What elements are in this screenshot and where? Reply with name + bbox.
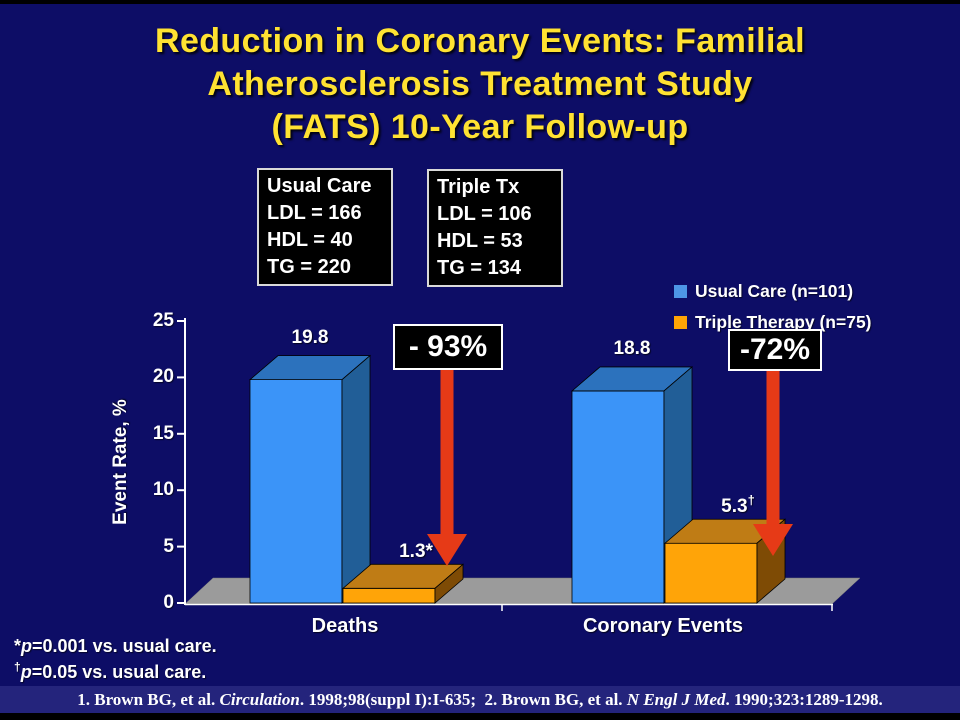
footnote-2-p: p [20,662,32,682]
footnote-1-p: p [21,636,33,656]
footnote-2-marker: † [14,660,21,674]
footnote-p-0-05: †p=0.05 vs. usual care. [14,660,206,683]
category-label-deaths: Deaths [311,615,379,637]
triple-tx-tg: TG = 134 [437,257,521,279]
footnote-p-0-001: *p=0.001 vs. usual care. [14,636,217,657]
top-border-strip [0,0,960,4]
triple-tx-box-title: Triple Tx [437,176,520,198]
usual-care-hdl: HDL = 40 [267,229,353,251]
bar-value-text: 19.8 [291,326,329,348]
legend-label-triple-therapy: Triple Therapy (n=75) [695,312,872,332]
title-line-3: (FATS) 10-Year Follow-up [271,108,689,146]
significance-dagger: † [747,492,755,508]
reduction-annotation-coronary-events: -72% [728,329,822,371]
category-label-coronary-events: Coronary Events [582,615,744,637]
y-axis-tick-label: 20 [152,366,174,388]
y-axis-tick-label: 15 [152,422,174,444]
reference-citation: 1. Brown BG, et al. Circulation. 1998;98… [77,690,883,710]
y-axis-title: Event Rate, % [110,399,131,525]
reference-journal-nejm: N Engl J Med [626,689,726,709]
chart-legend: Usual Care (n=101) Triple Therapy (n=75) [674,276,872,338]
bar-front-coronary-events [664,542,758,604]
reduction-annotation-deaths: - 93% [393,324,503,370]
usual-care-swatch-icon [674,285,687,298]
reference-seg-1: 1. Brown BG, et al. [77,689,220,709]
footnote-2-text: =0.05 vs. usual care. [31,662,207,682]
y-axis-tick-label: 0 [163,592,174,613]
reduction-arrow-icon [753,369,793,556]
triple-therapy-swatch-icon [674,316,687,329]
bar-value-label: 19.8 [292,327,329,349]
y-axis-tick-label: 5 [163,535,174,557]
footnote-1-text: =0.001 vs. usual care. [32,636,217,656]
y-axis-tick-label: 10 [152,479,174,501]
usual-care-box-title: Usual Care [267,175,372,197]
reference-seg-5: . 1990;323:1289-1298. [725,689,883,709]
reduction-arrow-icon [427,368,467,566]
bar-front-coronary-events [571,390,665,604]
legend-item-usual-care: Usual Care (n=101) [674,276,872,307]
bar-value-text: 1.3* [399,541,433,563]
bar-value-text: 5.3 [721,496,748,518]
bar-value-label: 18.8 [614,338,651,360]
triple-tx-ldl: LDL = 106 [437,203,532,225]
reference-journal-circulation: Circulation [219,689,300,709]
triple-tx-lipids-box: Triple Tx LDL = 106 HDL = 53 TG = 134 [427,169,563,287]
legend-label-usual-care: Usual Care (n=101) [695,281,854,301]
page-title: Reduction in Coronary Events: Familial A… [0,20,960,149]
bar-front-deaths [342,587,436,604]
y-axis-tick-label: 25 [152,310,174,331]
bar-value-label: 5.3† [721,492,755,518]
legend-item-triple-therapy: Triple Therapy (n=75) [674,307,872,338]
bar-value-label: 1.3* [399,541,433,563]
footnote-1-marker: * [14,636,22,656]
triple-tx-hdl: HDL = 53 [437,230,523,252]
usual-care-lipids-box: Usual Care LDL = 166 HDL = 40 TG = 220 [257,168,393,286]
title-line-2: Atherosclerosis Treatment Study [207,65,753,103]
bar-front-deaths [249,379,343,604]
bottom-border-strip [0,713,960,720]
reference-seg-3: . 1998;98(suppl I):I-635; 2. Brown BG, e… [299,689,627,709]
title-line-1: Reduction in Coronary Events: Familial [155,22,805,60]
bar-side [341,354,371,604]
bar-value-text: 18.8 [613,337,651,359]
reference-band: 1. Brown BG, et al. Circulation. 1998;98… [0,686,960,713]
usual-care-ldl: LDL = 166 [267,202,362,224]
bar-side [434,563,464,604]
usual-care-tg: TG = 220 [267,256,351,278]
